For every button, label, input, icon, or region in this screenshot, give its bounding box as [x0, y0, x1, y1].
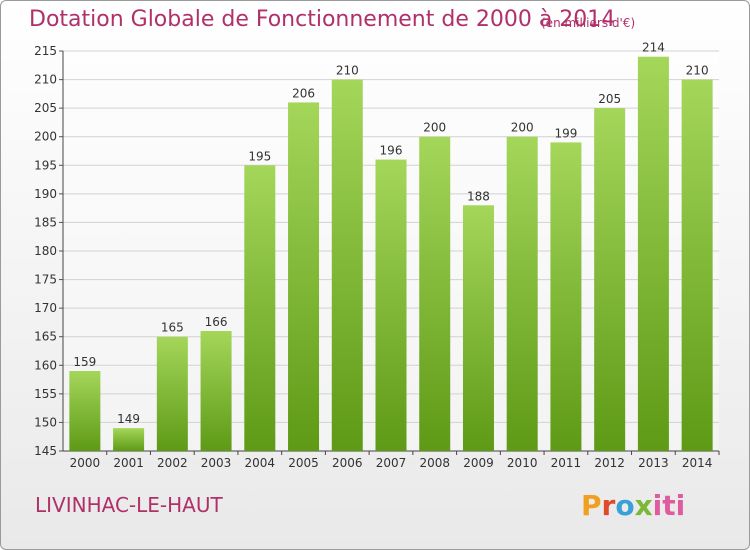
bar	[419, 136, 451, 451]
x-tick-label: 2005	[288, 456, 319, 470]
x-tick-label: 2011	[551, 456, 582, 470]
x-tick-label: 2001	[113, 456, 144, 470]
bar	[550, 142, 582, 451]
y-tick-label: 195	[34, 158, 57, 172]
bar-value-label: 205	[598, 92, 621, 106]
bar-value-label: 166	[205, 315, 228, 329]
x-tick-label: 2006	[332, 456, 363, 470]
x-tick-label: 2014	[682, 456, 713, 470]
y-tick-label: 170	[34, 301, 57, 315]
unit-label: (en milliers d'€)	[541, 16, 636, 30]
y-tick-label: 160	[34, 358, 57, 372]
proxiti-logo[interactable]: Proxiti	[581, 489, 685, 522]
commune-name: LIVINHAC-LE-HAUT	[35, 493, 223, 517]
bar-value-label: 188	[467, 189, 490, 203]
chart-title: Dotation Globale de Fonctionnement de 20…	[29, 7, 616, 32]
bar-value-label: 149	[117, 412, 140, 426]
x-tick-label: 2012	[594, 456, 625, 470]
bar	[594, 108, 626, 452]
x-tick-label: 2010	[507, 456, 538, 470]
bar-value-label: 196	[380, 144, 403, 158]
y-tick-label: 205	[34, 101, 57, 115]
y-tick-label: 155	[34, 387, 57, 401]
bar-value-label: 206	[292, 86, 315, 100]
x-tick-label: 2003	[201, 456, 232, 470]
logo-letter: o	[615, 489, 635, 522]
bar-value-label: 159	[73, 355, 96, 369]
bar	[156, 336, 188, 451]
bar-value-label: 200	[511, 121, 534, 135]
bar	[375, 159, 407, 452]
bar-value-label: 214	[642, 41, 665, 55]
x-tick-label: 2000	[70, 456, 101, 470]
bar	[244, 165, 276, 452]
y-tick-label: 190	[34, 187, 57, 201]
logo-letter: iti	[652, 489, 686, 522]
bar-value-label: 210	[686, 64, 709, 78]
bar	[113, 428, 145, 451]
bar	[462, 205, 494, 451]
bar-value-label: 195	[248, 149, 271, 163]
y-tick-label: 200	[34, 130, 57, 144]
logo-letter: P	[581, 489, 602, 522]
x-tick-label: 2013	[638, 456, 669, 470]
bar	[288, 102, 320, 451]
y-tick-label: 145	[34, 444, 57, 458]
bar	[637, 56, 669, 451]
bar-value-label: 210	[336, 64, 359, 78]
y-tick-label: 210	[34, 73, 57, 87]
y-tick-label: 165	[34, 330, 57, 344]
x-tick-label: 2008	[419, 456, 450, 470]
bar	[69, 371, 101, 451]
bar	[331, 79, 363, 452]
logo-letter: r	[601, 489, 616, 522]
bar	[200, 331, 232, 451]
x-tick-label: 2004	[245, 456, 276, 470]
bar	[681, 79, 713, 452]
x-tick-label: 2009	[463, 456, 494, 470]
y-tick-label: 215	[34, 44, 57, 58]
y-tick-label: 185	[34, 215, 57, 229]
x-tick-label: 2002	[157, 456, 188, 470]
bar-value-label: 200	[423, 121, 446, 135]
y-tick-label: 150	[34, 415, 57, 429]
bar-value-label: 165	[161, 321, 184, 335]
bar-value-label: 199	[554, 126, 577, 140]
y-tick-label: 175	[34, 273, 57, 287]
x-tick-label: 2007	[376, 456, 407, 470]
bar	[506, 136, 538, 451]
logo-letter: x	[634, 489, 653, 522]
y-tick-label: 180	[34, 244, 57, 258]
